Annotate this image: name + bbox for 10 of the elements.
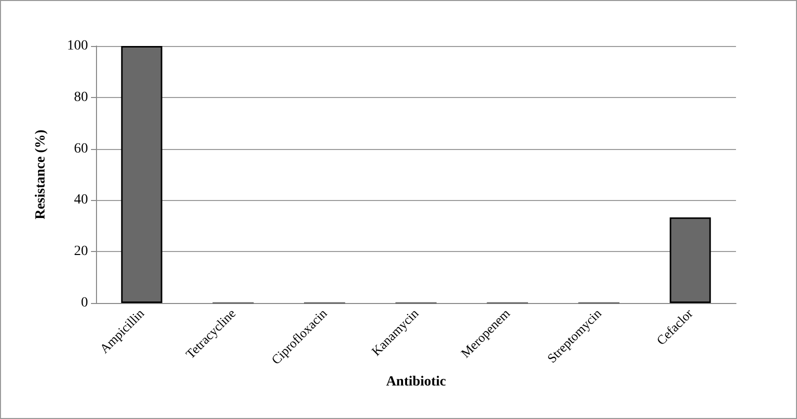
y-tick-label: 60 [74,141,88,156]
y-tick-label: 40 [74,192,88,208]
bar [121,46,162,303]
y-tick-label: 100 [67,38,88,54]
bar [670,217,711,303]
y-tick-label: 0 [81,296,88,310]
x-axis-title: Antibiotic [386,374,446,390]
y-axis-title: Resistance (%) [34,129,48,220]
y-tick-label: 20 [74,244,88,260]
y-tick-label: 80 [74,90,88,105]
